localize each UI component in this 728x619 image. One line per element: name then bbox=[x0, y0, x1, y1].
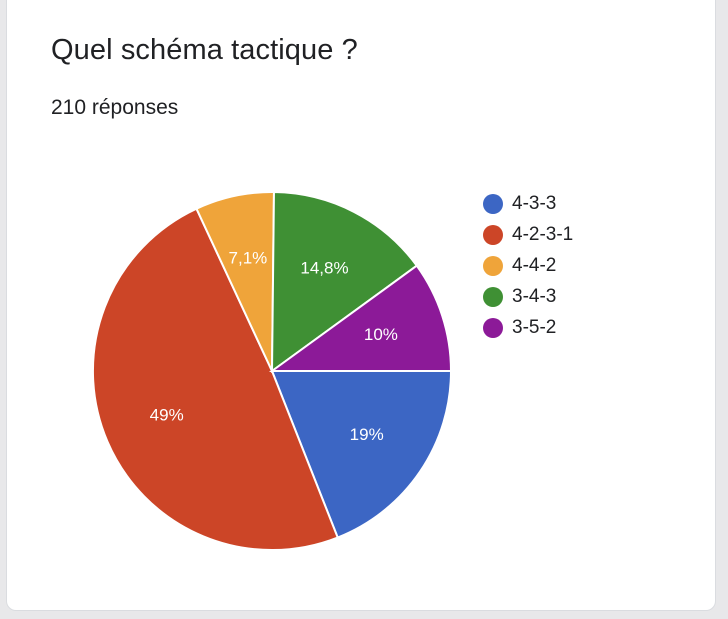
legend-item[interactable]: 3-5-2 bbox=[483, 312, 573, 343]
legend-label: 4-3-3 bbox=[512, 192, 557, 214]
question-title: Quel schéma tactique ? bbox=[51, 34, 358, 66]
legend-item[interactable]: 4-3-3 bbox=[483, 188, 573, 219]
pie-slice-label: 19% bbox=[350, 425, 384, 444]
legend-label: 4-4-2 bbox=[512, 254, 557, 276]
pie-slices bbox=[92, 190, 453, 552]
pie-labels: 19% 49% 7,1% 14,8% 10% bbox=[150, 248, 398, 443]
chart-legend: 4-3-3 4-2-3-1 4-4-2 3-4-3 3-5-2 bbox=[483, 188, 573, 343]
pie-slice-3-5-2[interactable] bbox=[268, 264, 453, 372]
legend-item[interactable]: 4-2-3-1 bbox=[483, 219, 573, 250]
response-count: 210 réponses bbox=[51, 96, 179, 119]
legend-swatch-icon bbox=[483, 286, 503, 307]
legend-swatch-icon bbox=[483, 224, 503, 245]
legend-item[interactable]: 4-4-2 bbox=[483, 250, 573, 281]
pie-slice-label: 14,8% bbox=[300, 259, 348, 278]
legend-item[interactable]: 3-4-3 bbox=[483, 281, 573, 312]
pie-slice-4-3-3[interactable] bbox=[270, 370, 453, 539]
legend-label: 4-2-3-1 bbox=[512, 223, 574, 245]
legend-swatch-icon bbox=[483, 193, 503, 214]
pie-slice-label: 10% bbox=[364, 325, 398, 344]
legend-swatch-icon bbox=[483, 255, 503, 276]
legend-swatch-icon bbox=[483, 317, 503, 338]
pie-slice-label: 7,1% bbox=[229, 248, 268, 267]
legend-label: 3-4-3 bbox=[512, 285, 557, 307]
legend-label: 3-5-2 bbox=[512, 316, 557, 338]
pie-slice-3-4-3[interactable] bbox=[270, 190, 419, 373]
pie-slice-4-2-3-1[interactable] bbox=[92, 207, 339, 552]
pie-slice-label: 49% bbox=[150, 406, 184, 425]
